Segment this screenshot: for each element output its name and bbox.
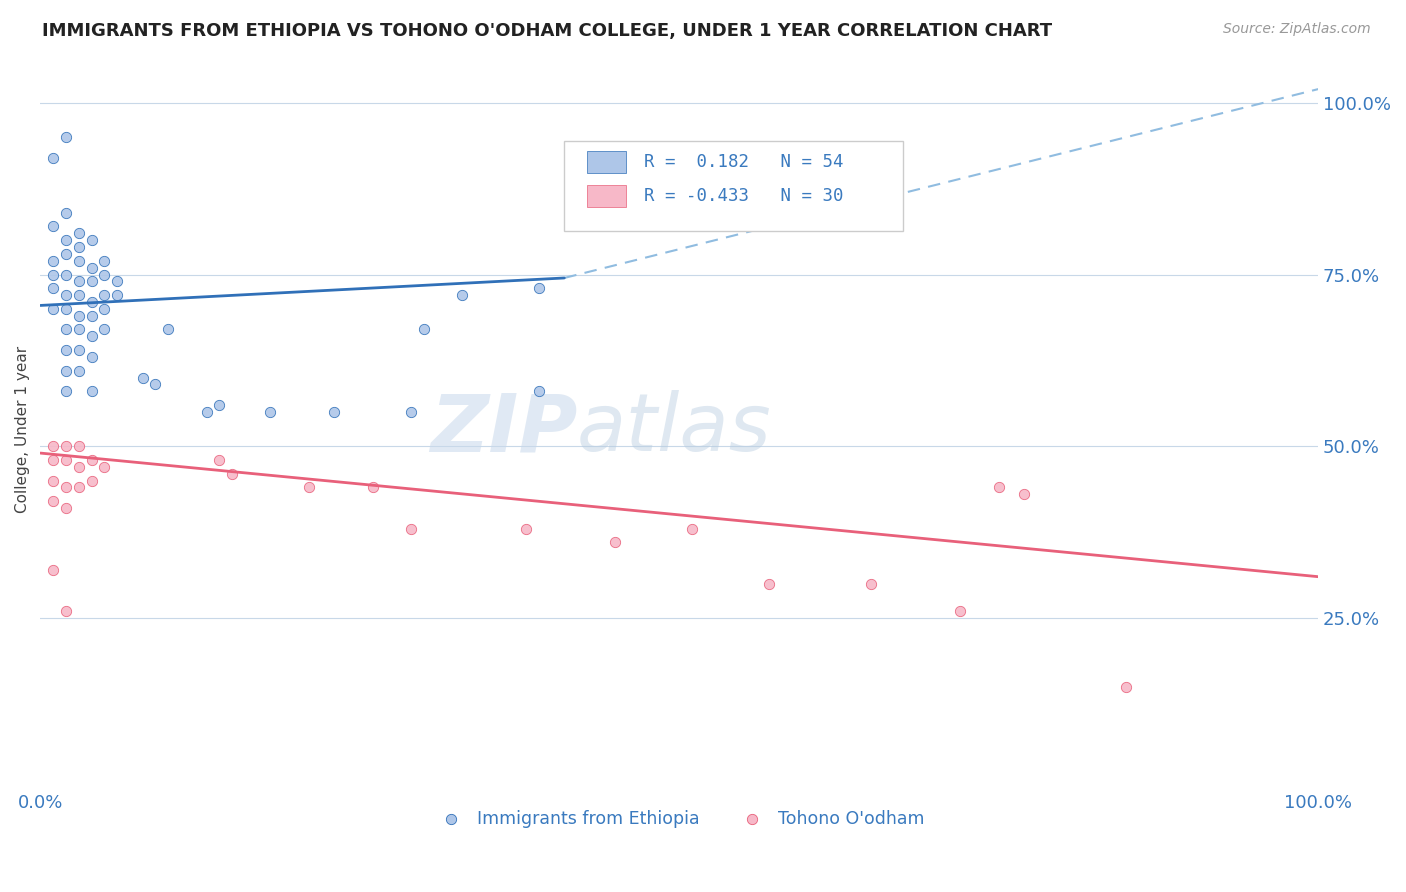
Point — [859, 576, 882, 591]
Point — [93, 459, 115, 474]
Point — [987, 480, 1010, 494]
Point — [195, 405, 218, 419]
Point — [259, 405, 281, 419]
Point — [55, 453, 77, 467]
Y-axis label: College, Under 1 year: College, Under 1 year — [15, 345, 30, 513]
Point — [105, 288, 128, 302]
Point — [80, 233, 103, 247]
Point — [80, 295, 103, 310]
Point — [42, 151, 65, 165]
Point — [67, 364, 90, 378]
Point — [55, 384, 77, 399]
Point — [42, 453, 65, 467]
Point — [67, 459, 90, 474]
Text: IMMIGRANTS FROM ETHIOPIA VS TOHONO O'ODHAM COLLEGE, UNDER 1 YEAR CORRELATION CHA: IMMIGRANTS FROM ETHIOPIA VS TOHONO O'ODH… — [42, 22, 1052, 40]
Point — [67, 227, 90, 241]
Point — [42, 474, 65, 488]
Point — [80, 260, 103, 275]
Point — [42, 253, 65, 268]
Point — [323, 405, 346, 419]
Point — [93, 301, 115, 316]
Point — [67, 288, 90, 302]
FancyBboxPatch shape — [564, 141, 903, 231]
Point — [105, 274, 128, 288]
Point — [208, 453, 231, 467]
Point — [515, 522, 537, 536]
Point — [80, 329, 103, 343]
Point — [221, 467, 243, 481]
Point — [55, 205, 77, 219]
Point — [80, 274, 103, 288]
Point — [55, 343, 77, 357]
Point — [67, 309, 90, 323]
Point — [758, 576, 780, 591]
Point — [67, 439, 90, 453]
Point — [55, 322, 77, 336]
Point — [949, 604, 972, 618]
Point — [55, 268, 77, 282]
FancyBboxPatch shape — [588, 152, 626, 173]
Text: R =  0.182   N = 54: R = 0.182 N = 54 — [644, 153, 844, 171]
Point — [42, 219, 65, 234]
Point — [67, 274, 90, 288]
Point — [55, 480, 77, 494]
Point — [131, 370, 153, 384]
Point — [80, 453, 103, 467]
Text: ZIP: ZIP — [430, 390, 576, 468]
Point — [42, 268, 65, 282]
Point — [412, 322, 434, 336]
Point — [55, 247, 77, 261]
Point — [80, 384, 103, 399]
Point — [298, 480, 321, 494]
Point — [145, 377, 167, 392]
Point — [55, 288, 77, 302]
FancyBboxPatch shape — [588, 186, 626, 207]
Point — [42, 301, 65, 316]
Point — [67, 253, 90, 268]
Point — [55, 604, 77, 618]
Point — [67, 343, 90, 357]
Text: R = -0.433   N = 30: R = -0.433 N = 30 — [644, 187, 844, 205]
Point — [208, 398, 231, 412]
Point — [42, 281, 65, 295]
Point — [55, 130, 77, 145]
Point — [80, 474, 103, 488]
Point — [42, 563, 65, 577]
Point — [55, 364, 77, 378]
Point — [42, 439, 65, 453]
Point — [42, 494, 65, 508]
Point — [361, 480, 384, 494]
Text: atlas: atlas — [576, 390, 772, 468]
Text: Source: ZipAtlas.com: Source: ZipAtlas.com — [1223, 22, 1371, 37]
Point — [527, 281, 550, 295]
Point — [399, 522, 422, 536]
Point — [55, 439, 77, 453]
Point — [93, 322, 115, 336]
Point — [93, 288, 115, 302]
Point — [55, 301, 77, 316]
Point — [605, 535, 627, 549]
Legend: Immigrants from Ethiopia, Tohono O'odham: Immigrants from Ethiopia, Tohono O'odham — [427, 803, 932, 835]
Point — [681, 522, 703, 536]
Point — [93, 253, 115, 268]
Point — [527, 384, 550, 399]
Point — [1012, 487, 1035, 501]
Point — [157, 322, 180, 336]
Point — [67, 240, 90, 254]
Point — [80, 309, 103, 323]
Point — [399, 405, 422, 419]
Point — [55, 501, 77, 516]
Point — [67, 480, 90, 494]
Point — [67, 322, 90, 336]
Point — [80, 350, 103, 364]
Point — [1115, 680, 1137, 694]
Point — [93, 268, 115, 282]
Point — [451, 288, 474, 302]
Point — [55, 233, 77, 247]
